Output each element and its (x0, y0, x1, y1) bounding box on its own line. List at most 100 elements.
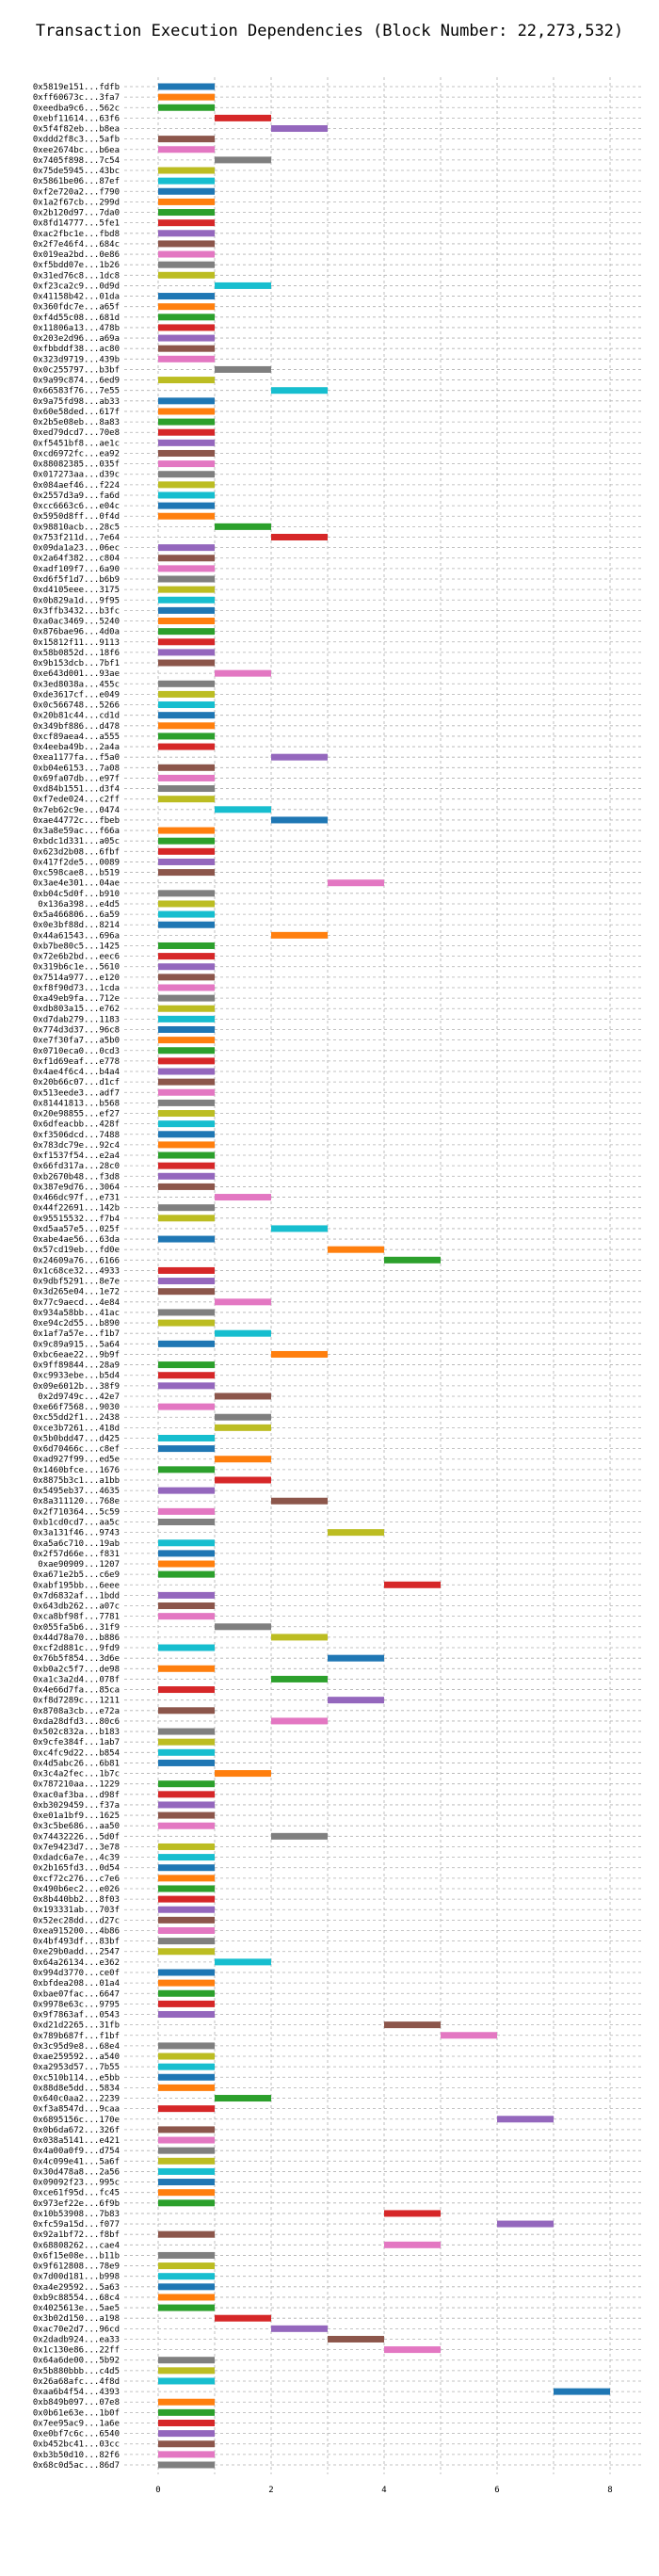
transaction-bar (158, 1811, 215, 1819)
transaction-bar (158, 83, 215, 90)
transaction-bar (328, 1529, 384, 1537)
y-tick-label: 0x5a466806...6a59 (33, 910, 120, 920)
transaction-bar (384, 2210, 441, 2217)
y-tick-label: 0x3c4a2fec...1b7c (33, 1770, 120, 1779)
y-tick-label: 0x2b5e08eb...8a83 (33, 418, 120, 427)
y-tick-label: 0x88082385...035f (33, 460, 120, 470)
transaction-bar (158, 2042, 215, 2050)
transaction-bar (384, 2021, 441, 2029)
y-tick-label: 0xa1c3a2d4...078f (33, 1675, 120, 1684)
y-tick-label: 0xcf72c276...c7e6 (33, 1875, 120, 1884)
y-tick-label: 0x490b6ec2...e026 (33, 1885, 120, 1894)
transaction-bar (158, 2199, 215, 2207)
transaction-bar (158, 136, 215, 143)
transaction-bar (497, 2220, 554, 2228)
y-tick-label: 0x643db262...a07c (33, 1602, 120, 1612)
y-tick-label: 0xa49eb9fa...712e (33, 994, 120, 1004)
y-tick-label: 0x4d5abc26...6b81 (33, 1759, 120, 1768)
transaction-bar (158, 146, 215, 153)
transaction-bar (158, 293, 215, 300)
transaction-bar (158, 2084, 215, 2091)
transaction-bar (158, 1172, 215, 1180)
y-tick-label: 0x4c099e41...5a6f (33, 2157, 120, 2166)
transaction-bar (158, 2398, 215, 2406)
transaction-bar (158, 439, 215, 446)
transaction-bar (158, 785, 215, 793)
transaction-bar (158, 1131, 215, 1138)
transaction-bar (158, 544, 215, 552)
transaction-bar (158, 555, 215, 562)
y-tick-label: 0x4a00a0f9...d754 (33, 2147, 120, 2156)
y-tick-label: 0xf3a8547d...9caa (33, 2105, 120, 2115)
y-tick-label: 0xebf11614...63f6 (33, 114, 120, 123)
transaction-bar (158, 963, 215, 971)
y-tick-label: 0x623d2b08...6fbf (33, 847, 120, 857)
transaction-bar (158, 2357, 215, 2364)
transaction-bar (215, 806, 271, 813)
transaction-bar (158, 250, 215, 258)
y-tick-label: 0xe0bf7c6c...6540 (33, 2430, 120, 2439)
y-tick-label: 0x2d9749c...42e7 (38, 1393, 120, 1402)
y-tick-label: 0xc55dd2f1...2438 (33, 1413, 120, 1423)
transaction-bar (158, 177, 215, 185)
y-tick-label: 0x64a26134...e362 (33, 1958, 120, 1968)
y-tick-label: 0x5819e151...fdfb (33, 83, 120, 92)
y-tick-label: 0x8b440bb2...8f03 (33, 1895, 120, 1905)
y-tick-label: 0xce3b7261...418d (33, 1424, 120, 1433)
transaction-bar (158, 1068, 215, 1075)
y-tick-label: 0x2f710364...5c59 (33, 1507, 120, 1517)
transaction-bar (215, 1329, 271, 1337)
y-tick-label: 0x44f22691...142b (33, 1204, 120, 1214)
y-tick-label: 0xb04e6153...7a08 (33, 764, 120, 773)
transaction-bar (215, 282, 271, 289)
transaction-bar (158, 2419, 215, 2426)
y-tick-label: 0xa671e2b5...c6e9 (33, 1570, 120, 1580)
transaction-bar (158, 2105, 215, 2113)
transaction-bar (158, 2000, 215, 2007)
transaction-bar (441, 2032, 497, 2039)
transaction-bar (158, 2189, 215, 2197)
transaction-bar (158, 847, 215, 855)
transaction-bar (158, 628, 215, 636)
y-tick-label: 0x76b5f854...3d6e (33, 1654, 120, 1664)
x-axis-tick-labels: 0 2 4 6 8 (155, 2486, 612, 2495)
transaction-bar (158, 2167, 215, 2175)
y-tick-label: 0x20b81c44...cd1d (33, 712, 120, 721)
transaction-bar (158, 2251, 215, 2259)
y-tick-label: 0x4ae4f6c4...b4a4 (33, 1068, 120, 1077)
transaction-bar (158, 827, 215, 834)
transaction-bar (158, 1801, 215, 1809)
y-tick-label: 0x0710eca0...0cd3 (33, 1047, 120, 1056)
transaction-bar (158, 659, 215, 667)
y-tick-label: 0x783dc79e...92c4 (33, 1141, 120, 1151)
y-tick-label: 0xaa6b4f54...4393 (33, 2388, 120, 2397)
y-tick-label: 0xb9c88554...68c4 (33, 2294, 120, 2303)
y-tick-label: 0x789b687f...f1bf (33, 2032, 120, 2041)
y-tick-label: 0xb452bc41...03cc (33, 2440, 120, 2450)
transaction-bar (158, 1791, 215, 1798)
y-tick-label: 0x9c89a915...5a64 (33, 1340, 120, 1349)
transaction-bar (158, 2367, 215, 2375)
y-tick-label: 0xff60673c...3fa7 (33, 93, 120, 103)
transaction-bar (328, 879, 384, 887)
transaction-bar (158, 596, 215, 604)
transaction-bar (158, 1215, 215, 1222)
y-tick-label: 0xe7f30fa7...a5b0 (33, 1037, 120, 1046)
y-tick-label: 0xdb803a15...e762 (33, 1005, 120, 1014)
transaction-bar (158, 1591, 215, 1599)
y-tick-label: 0xf4d55c08...681d (33, 314, 120, 323)
y-tick-label: 0xb0a2c5f7...de98 (33, 1665, 120, 1674)
transaction-bar (158, 890, 215, 897)
transaction-bar (158, 733, 215, 740)
y-tick-label: 0x3a8e59ac...f66a (33, 827, 120, 836)
y-tick-label: 0x2dadb924...ea33 (33, 2335, 120, 2344)
y-tick-label: 0x7ee95ac9...1a6e (33, 2419, 120, 2428)
transaction-bar (158, 1487, 215, 1494)
y-tick-label: 0x6895156c...170e (33, 2116, 120, 2125)
transaction-bar (158, 1204, 215, 1212)
transaction-bar (158, 1560, 215, 1568)
y-tick-label: 0xa5a6c710...19ab (33, 1539, 120, 1549)
y-tick-label: 0x019ea2bd...0e86 (33, 250, 120, 260)
y-tick-label: 0x417f2de5...0089 (33, 858, 120, 867)
y-tick-label: 0x9a75fd98...ab33 (33, 397, 120, 407)
